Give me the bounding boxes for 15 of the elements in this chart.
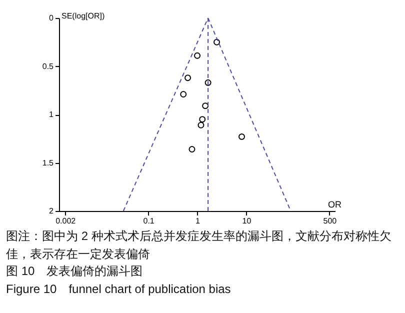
x-tick-label: 0.002: [56, 216, 76, 226]
x-tick-label: 10: [242, 216, 252, 226]
y-tick-label: 1.5: [42, 158, 54, 168]
y-tick-label: 0: [49, 14, 54, 22]
caption: Figure 10 funnel chart of publication bias: [6, 280, 232, 298]
x-tick-label: 1: [196, 216, 201, 226]
y-axis-title: SE(log[OR]): [62, 12, 105, 20]
caption: 图 10 发表偏倚的漏斗图: [6, 263, 144, 280]
y-tick-label: 1: [49, 110, 54, 119]
x-axis-title: OR: [328, 200, 342, 210]
y-tick-label: 2: [49, 206, 54, 216]
text: 图注：图中为 2 种术式术后总并发症发生率的漏斗图，文献分布对称性欠佳，表示存在一定发表偏倚: [6, 228, 392, 262]
y-tick-label: 0.5: [42, 62, 54, 71]
x-tick-label: 0.1: [143, 216, 155, 226]
x-tick-label: 500: [323, 216, 338, 226]
